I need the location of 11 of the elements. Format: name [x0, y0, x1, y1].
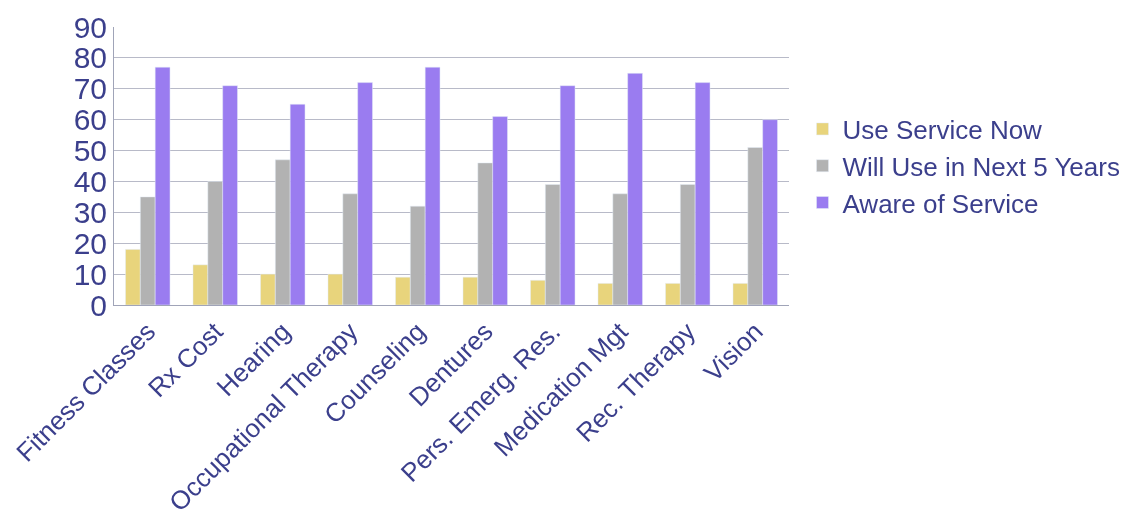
y-tick-label: 60 [73, 103, 107, 137]
legend-label: Use Service Now [842, 115, 1043, 146]
y-tick-label: 90 [73, 10, 107, 44]
y-tick-label: 70 [73, 72, 107, 106]
y-tick-label: 20 [73, 226, 107, 260]
legend-label: Aware of Service [842, 188, 1039, 219]
y-tick-label: 0 [90, 288, 107, 322]
legend-label: Will Use in Next 5 Years [842, 151, 1120, 182]
y-tick-label: 30 [73, 195, 107, 229]
y-tick-label: 80 [73, 41, 107, 75]
y-tick-label: 10 [73, 257, 107, 291]
